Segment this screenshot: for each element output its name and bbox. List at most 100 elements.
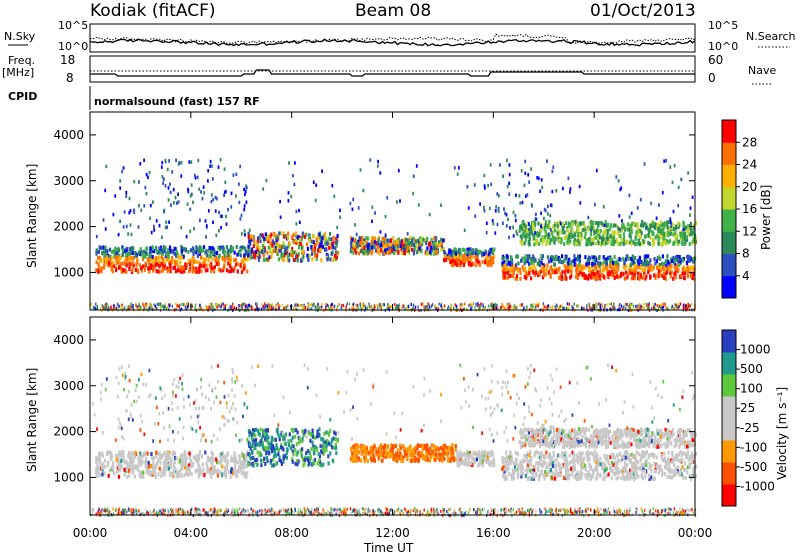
data-cell (665, 232, 668, 237)
data-cell (150, 230, 153, 235)
speckle-cell (262, 304, 265, 308)
data-cell (510, 255, 513, 260)
data-cell (197, 269, 201, 274)
data-cell (226, 255, 229, 260)
speckle-cell (409, 512, 411, 515)
data-cell (104, 251, 107, 255)
speckle-cell (449, 507, 451, 511)
data-cell (296, 258, 299, 263)
speckle-cell (442, 507, 444, 511)
data-cell (410, 242, 413, 247)
speckle-cell (135, 512, 138, 515)
data-cell (564, 270, 567, 275)
data-cell (571, 234, 575, 239)
speckle-cell (476, 510, 479, 514)
speckle-cell (115, 507, 117, 511)
data-cell (270, 232, 273, 237)
data-cell (279, 215, 282, 219)
speckle-cell (179, 303, 181, 307)
data-cell (593, 274, 596, 279)
data-cell (689, 256, 692, 260)
speckle-cell (129, 508, 131, 512)
data-cell (663, 275, 666, 280)
data-cell (292, 173, 294, 178)
data-cell (284, 234, 287, 238)
data-cell (329, 257, 332, 262)
data-cell (200, 246, 203, 251)
data-cell (544, 272, 547, 277)
speckle-cell (595, 510, 597, 514)
data-cell (532, 263, 535, 268)
speckle-cell (327, 510, 330, 514)
data-cell (121, 261, 124, 266)
speckle-cell (307, 307, 309, 311)
data-cell (608, 272, 611, 277)
data-cell (232, 268, 235, 273)
speckle-cell (397, 304, 399, 308)
speckle-cell (278, 510, 281, 514)
data-cell (643, 267, 646, 272)
data-cell (676, 263, 679, 268)
speckle-cell (286, 509, 289, 513)
data-cell (98, 245, 101, 250)
speckle-cell (426, 307, 428, 311)
speckle-cell (460, 302, 462, 306)
data-cell (366, 249, 369, 254)
data-cell (322, 234, 325, 238)
data-cell (440, 237, 443, 242)
speckle-cell (626, 509, 628, 513)
speckle-cell (247, 306, 249, 310)
data-cell (269, 241, 272, 246)
data-cell (524, 224, 527, 228)
data-cell (472, 262, 475, 267)
data-cell (102, 258, 105, 263)
data-cell (466, 252, 469, 257)
data-cell (554, 228, 557, 233)
data-cell (655, 226, 658, 230)
data-cell (601, 240, 604, 245)
data-cell (236, 252, 239, 257)
data-cell (115, 268, 118, 273)
data-cell (607, 239, 610, 244)
data-cell (225, 245, 228, 250)
data-cell (165, 220, 168, 224)
speckle-cell (208, 510, 210, 514)
data-cell (549, 272, 552, 277)
data-cell (100, 245, 103, 250)
data-cell (195, 245, 198, 250)
freq-line (90, 69, 695, 77)
data-cell (243, 204, 246, 208)
data-cell (655, 234, 659, 239)
data-cell (633, 273, 636, 277)
data-cell (226, 268, 229, 273)
speckle-cell (104, 306, 106, 310)
speckle-cell (94, 306, 96, 310)
data-cell (523, 241, 526, 246)
data-cell (117, 248, 121, 253)
data-cell (453, 166, 456, 170)
speckle-cell (557, 512, 559, 516)
speckle-cell (91, 511, 94, 515)
data-cell (553, 236, 556, 241)
data-cell (566, 226, 569, 231)
speckle-cell (561, 507, 563, 511)
power-ylabel: Slant Range [km] (25, 164, 39, 268)
data-cell (589, 232, 592, 237)
nsky-label: N.Sky (4, 30, 36, 43)
speckle-cell (159, 302, 161, 306)
data-cell (385, 239, 388, 244)
speckle-cell (626, 512, 628, 516)
speckle-cell (345, 511, 347, 515)
data-cell (216, 251, 219, 255)
data-cell (134, 267, 137, 272)
data-cell (650, 264, 653, 269)
data-cell (259, 239, 262, 244)
data-cell (118, 265, 121, 270)
data-cell (654, 235, 657, 240)
speckle-cell (195, 303, 197, 307)
data-cell (421, 242, 424, 247)
speckle-cell (607, 509, 609, 513)
data-cell (677, 242, 680, 247)
data-cell (292, 232, 295, 237)
speckle-cell (549, 508, 551, 512)
